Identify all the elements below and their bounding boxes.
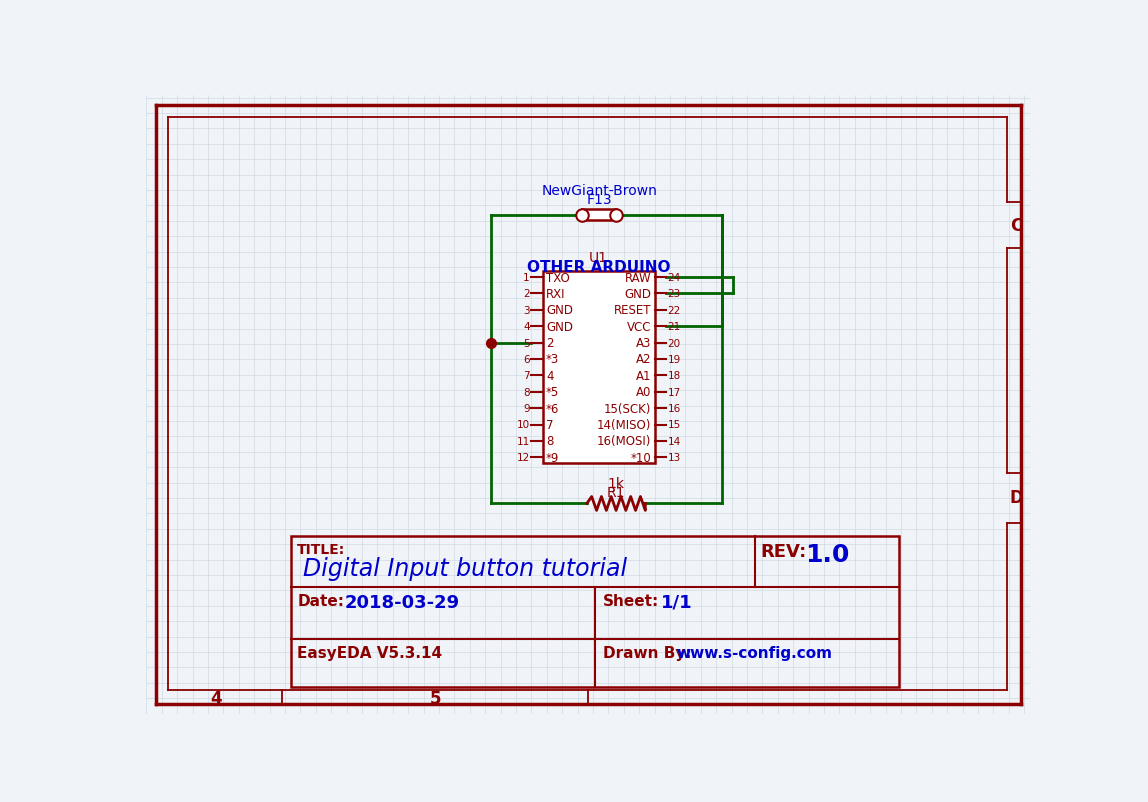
Bar	[582, 210, 616, 221]
Text: 12: 12	[517, 452, 530, 463]
Text: RAW: RAW	[625, 271, 652, 284]
Text: 24: 24	[668, 273, 681, 283]
Text: *9: *9	[546, 452, 559, 464]
Text: GND: GND	[625, 288, 652, 301]
Text: 1k: 1k	[607, 476, 625, 490]
Text: 18: 18	[668, 371, 681, 381]
Text: 20: 20	[668, 338, 681, 348]
Text: 8: 8	[546, 435, 553, 448]
Text: Date:: Date:	[297, 593, 344, 608]
Text: 22: 22	[668, 306, 681, 315]
Text: A2: A2	[636, 353, 652, 366]
Text: TXO: TXO	[546, 271, 569, 284]
Text: *10: *10	[630, 452, 652, 464]
Text: GND: GND	[546, 304, 573, 317]
Text: *3: *3	[546, 353, 559, 366]
Bar	[543, 272, 654, 464]
Text: RXI: RXI	[546, 288, 566, 301]
Text: RESET: RESET	[614, 304, 652, 317]
Text: 6: 6	[523, 354, 530, 365]
Text: 16: 16	[668, 403, 681, 414]
Text: 21: 21	[668, 322, 681, 332]
Text: 17: 17	[668, 387, 681, 397]
Text: 7: 7	[546, 419, 553, 431]
Bar	[292, 536, 899, 687]
Text: A3: A3	[636, 337, 652, 350]
Text: 13: 13	[668, 452, 681, 463]
Text: NewGiant-Brown: NewGiant-Brown	[541, 184, 657, 198]
Text: A1: A1	[636, 370, 652, 383]
Text: 9: 9	[523, 403, 530, 414]
Text: GND: GND	[546, 320, 573, 334]
Text: 19: 19	[668, 354, 681, 365]
Text: EasyEDA V5.3.14: EasyEDA V5.3.14	[297, 646, 442, 660]
Text: TITLE:: TITLE:	[297, 542, 346, 557]
Text: A0: A0	[636, 386, 652, 399]
Text: 3: 3	[523, 306, 530, 315]
Text: 15(SCK): 15(SCK)	[604, 402, 652, 415]
Text: 5: 5	[523, 338, 530, 348]
Text: 1: 1	[523, 273, 530, 283]
Text: 11: 11	[517, 436, 530, 447]
Text: Sheet:: Sheet:	[603, 593, 659, 608]
Text: *6: *6	[546, 402, 559, 415]
Text: 2: 2	[523, 289, 530, 299]
Text: 7: 7	[523, 371, 530, 381]
Text: 16(MOSI): 16(MOSI)	[597, 435, 652, 448]
Text: 4: 4	[523, 322, 530, 332]
Text: 2018-03-29: 2018-03-29	[346, 593, 460, 611]
Text: 4: 4	[210, 690, 222, 707]
Text: www.s-config.com: www.s-config.com	[676, 646, 832, 660]
Text: 5: 5	[429, 690, 441, 707]
Text: Drawn By:: Drawn By:	[603, 646, 691, 660]
Text: 1.0: 1.0	[805, 542, 850, 566]
Text: OTHER ARDUINO: OTHER ARDUINO	[527, 260, 670, 274]
Text: R1: R1	[607, 485, 626, 500]
Text: 14: 14	[668, 436, 681, 447]
Text: 1/1: 1/1	[661, 593, 692, 611]
Text: VCC: VCC	[627, 320, 652, 334]
Text: U1: U1	[589, 251, 608, 265]
Text: D: D	[1009, 488, 1023, 507]
Text: 4: 4	[546, 370, 553, 383]
Text: REV:: REV:	[761, 542, 807, 561]
Text: 14(MISO): 14(MISO)	[597, 419, 652, 431]
Text: 8: 8	[523, 387, 530, 397]
Text: 15: 15	[668, 420, 681, 430]
Text: F13: F13	[587, 193, 612, 207]
Text: 10: 10	[517, 420, 530, 430]
Text: C: C	[1010, 217, 1023, 234]
Text: 2: 2	[546, 337, 553, 350]
Text: Digital Input button tutorial: Digital Input button tutorial	[303, 556, 627, 580]
Text: 23: 23	[668, 289, 681, 299]
Text: *5: *5	[546, 386, 559, 399]
